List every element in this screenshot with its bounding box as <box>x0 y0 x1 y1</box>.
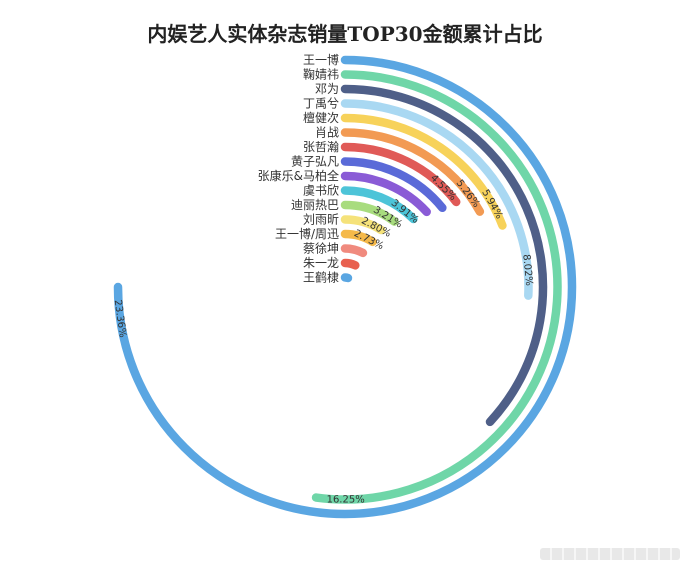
bar-arc <box>340 200 399 226</box>
bar-arc <box>340 113 507 230</box>
category-label: 迪丽热巴 <box>291 198 339 212</box>
bar-arc <box>340 84 548 427</box>
category-label: 黄子弘凡 <box>291 155 339 169</box>
category-label: 王鹤棣 <box>303 270 339 285</box>
bar-arc <box>340 157 447 213</box>
data-label: 8.02% <box>520 254 534 287</box>
category-label: 鞠婧祎 <box>303 67 339 82</box>
category-label: 虞书欣 <box>303 184 339 198</box>
data-label: 16.25% <box>327 494 365 505</box>
category-label: 朱一龙 <box>303 256 339 270</box>
bar-arc <box>340 171 431 217</box>
bar-arc <box>340 258 360 270</box>
category-label: 檀健次 <box>303 110 339 125</box>
category-label: 蔡徐坤 <box>303 241 339 256</box>
bar-arc <box>113 55 577 519</box>
data-label: 23.36% <box>112 299 128 338</box>
bar-arc <box>340 244 368 258</box>
category-label: 肖战 <box>315 126 339 140</box>
bar-arc <box>340 99 533 300</box>
category-label: 刘雨昕 <box>303 213 339 227</box>
category-label: 丁禹兮 <box>303 97 339 111</box>
category-label: 王一博/周迅 <box>275 226 339 241</box>
bar-arc <box>340 128 485 216</box>
category-label: 张哲瀚 <box>303 139 339 154</box>
bar-arc <box>311 70 562 504</box>
bar-arc <box>340 229 377 247</box>
category-label: 王一博 <box>303 52 339 67</box>
category-label: 邓为 <box>315 82 339 96</box>
bar-arc <box>340 215 386 235</box>
bar-arc <box>340 186 418 224</box>
category-label: 张康乐&马柏全 <box>258 168 339 183</box>
bar-arc <box>340 142 461 207</box>
watermark <box>540 548 680 560</box>
chart-title: 内娱艺人实体杂志销量TOP30金额累计占比 <box>147 22 543 46</box>
